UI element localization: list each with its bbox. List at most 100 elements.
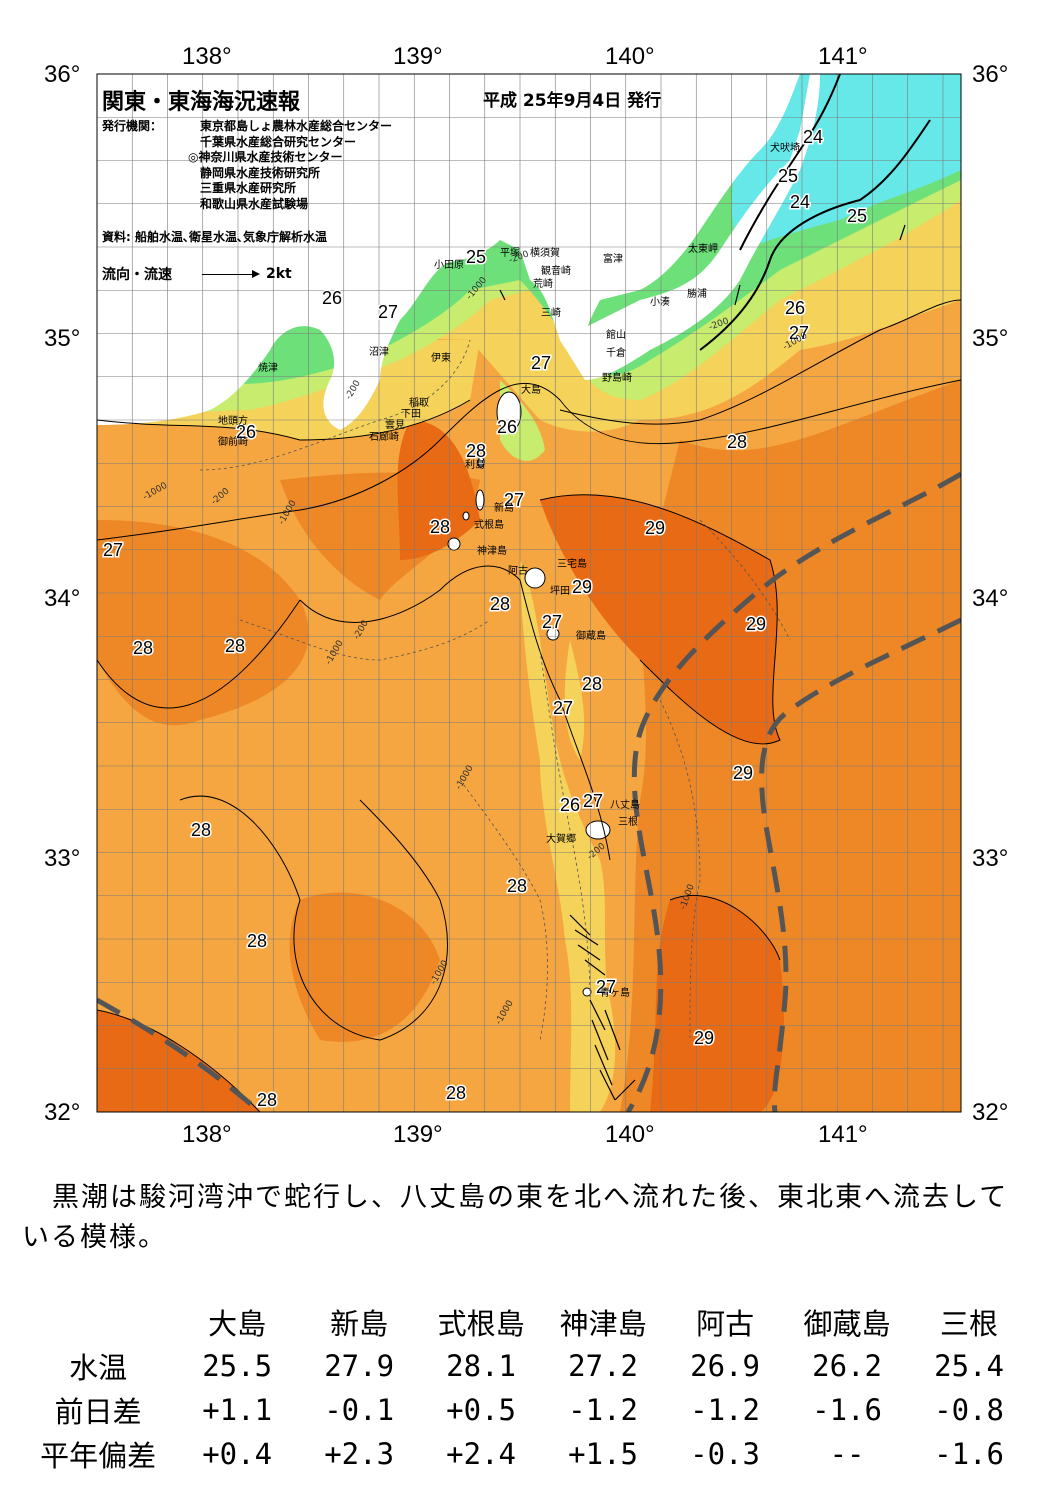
isotherm-label: 24	[803, 127, 823, 147]
issuer-name: 静岡県水産技術研究所	[200, 165, 321, 180]
lon-label: 139°	[393, 1121, 443, 1148]
isotherm-label: 26	[560, 795, 580, 815]
lat-label: 34°	[972, 585, 1008, 612]
table-row: 平年偏差 +0.4 +2.3 +2.4 +1.5 -0.3 -- -1.6	[20, 1432, 1030, 1476]
lat-label: 36°	[44, 61, 80, 88]
map-frame	[96, 73, 962, 1113]
isotherm-label: 28	[225, 636, 245, 656]
place-label: 地頭方	[218, 414, 248, 427]
isotherm-label: 28	[490, 594, 510, 614]
place-label: 式根島	[474, 518, 504, 531]
place-label: 富津	[603, 252, 623, 265]
current-legend: 流向・流速 2kt	[102, 264, 292, 284]
data-sources: 資料: 船舶水温､衛星水温､気象庁解析水温	[102, 230, 327, 244]
table-cell: -1.6	[812, 1393, 882, 1427]
map-title: 関東・東海海況速報	[102, 90, 301, 115]
table-cell: +1.5	[568, 1437, 638, 1471]
column-header: 大島	[208, 1307, 267, 1341]
lat-label: 35°	[972, 325, 1008, 352]
lat-label: 33°	[972, 845, 1008, 872]
isotherm-label: 27	[531, 353, 551, 373]
isotherm-label: 27	[789, 323, 809, 343]
isotherm-label: 27	[553, 698, 573, 718]
lon-labels-bottom: 138° 139° 140° 141°	[182, 1121, 868, 1148]
isotherm-label: 28	[466, 441, 486, 461]
place-label: 八丈島	[610, 798, 640, 811]
lon-label: 141°	[818, 1121, 868, 1148]
isotherm-label: 27	[378, 302, 398, 322]
table-cell: +2.3	[324, 1437, 395, 1471]
place-label: 小田原	[434, 259, 464, 271]
lon-label: 138°	[182, 43, 232, 70]
table-cell: 27.9	[324, 1349, 395, 1383]
place-label: 千倉	[606, 346, 626, 359]
place-label: 坪田	[550, 584, 570, 597]
lon-label: 140°	[605, 43, 655, 70]
isotherm-label: 25	[778, 166, 798, 186]
legend-label: 流向・流速	[102, 267, 172, 283]
isotherm-label: 26	[322, 288, 342, 308]
place-label: 伊東	[431, 351, 451, 364]
lat-label: 32°	[972, 1099, 1008, 1126]
isotherm-label: 29	[645, 518, 665, 538]
isotherm-label: 29	[746, 614, 766, 634]
map-canvas: 138° 139° 140° 141° 138° 139° 140° 141° …	[44, 43, 1008, 1148]
column-header: 御蔵島	[803, 1307, 891, 1341]
summary-text: 黒潮は駿河湾沖で蛇行し、八丈島の東を北へ流れた後、東北東へ流去している模様。	[22, 1182, 1009, 1253]
lon-label: 138°	[182, 1121, 232, 1148]
place-label: 太東岬	[688, 242, 718, 255]
isotherm-label: 27	[103, 540, 123, 560]
place-label: 野島崎	[602, 371, 632, 384]
lat-label: 35°	[44, 325, 80, 352]
place-label: 石廊崎	[369, 430, 399, 443]
column-header: 神津島	[559, 1307, 647, 1341]
place-label: 神津島	[477, 544, 507, 557]
table-cell: 28.1	[446, 1349, 517, 1383]
place-label: 観音崎	[541, 264, 571, 277]
table-cell: -0.8	[934, 1393, 1004, 1427]
table-cell: 26.2	[812, 1349, 882, 1383]
table-cell: 25.5	[202, 1349, 273, 1383]
isotherms	[97, 74, 961, 1112]
column-header: 三根	[940, 1307, 999, 1341]
place-label: 館山	[606, 328, 626, 341]
lon-label: 141°	[818, 43, 868, 70]
lon-label: 140°	[605, 1121, 655, 1148]
table-cell: --	[829, 1437, 865, 1471]
place-label: 御前崎	[218, 435, 248, 448]
table-cell: -1.2	[568, 1393, 638, 1427]
table-cell: 26.9	[690, 1349, 760, 1383]
depth-contours	[199, 339, 791, 1041]
isotherm-label: 25	[847, 206, 867, 226]
table-cell: 27.2	[568, 1349, 638, 1383]
grid	[97, 74, 961, 1112]
place-label: 横須賀	[530, 246, 560, 259]
table-row: 前日差 +1.1 -0.1 +0.5 -1.2 -1.2 -1.6 -0.8	[20, 1388, 1030, 1432]
isotherm-label: 26	[236, 422, 256, 442]
place-label: 小湊	[650, 295, 670, 308]
lat-labels-left: 36° 35° 34° 33° 32°	[44, 61, 80, 1126]
isotherm-label: 27	[504, 490, 524, 510]
place-label: 荒崎	[533, 277, 553, 290]
table-cell: +0.4	[202, 1437, 273, 1471]
table-cell: -0.3	[690, 1437, 760, 1471]
table-row: 水温 25.5 27.9 28.1 27.2 26.9 26.2 25.4	[20, 1344, 1030, 1388]
place-label: 大島	[521, 383, 541, 396]
row-label: 水温	[69, 1351, 128, 1385]
isotherm-label: 27	[596, 977, 616, 997]
place-label: 沼津	[369, 345, 389, 358]
place-names: 犬吠埼 太東岬 勝浦 小湊 富津 横須賀 観音崎 平塚 小田原 荒崎 三崎 館山…	[218, 141, 800, 999]
isotherm-label: 26	[497, 417, 517, 437]
place-label: 下田	[401, 409, 421, 420]
isotherm-label: 26	[785, 298, 805, 318]
table-cell: +1.1	[202, 1393, 273, 1427]
lon-label: 139°	[393, 43, 443, 70]
isotherm-label: 28	[133, 638, 153, 658]
isotherm-label: 28	[257, 1090, 277, 1110]
legend-scale: 2kt	[266, 266, 292, 282]
isotherm-label: 25	[466, 247, 486, 267]
place-label: 勝浦	[687, 287, 707, 300]
place-label: 御蔵島	[576, 629, 606, 642]
lat-label: 33°	[44, 845, 80, 872]
isotherm-label: 28	[507, 876, 527, 896]
